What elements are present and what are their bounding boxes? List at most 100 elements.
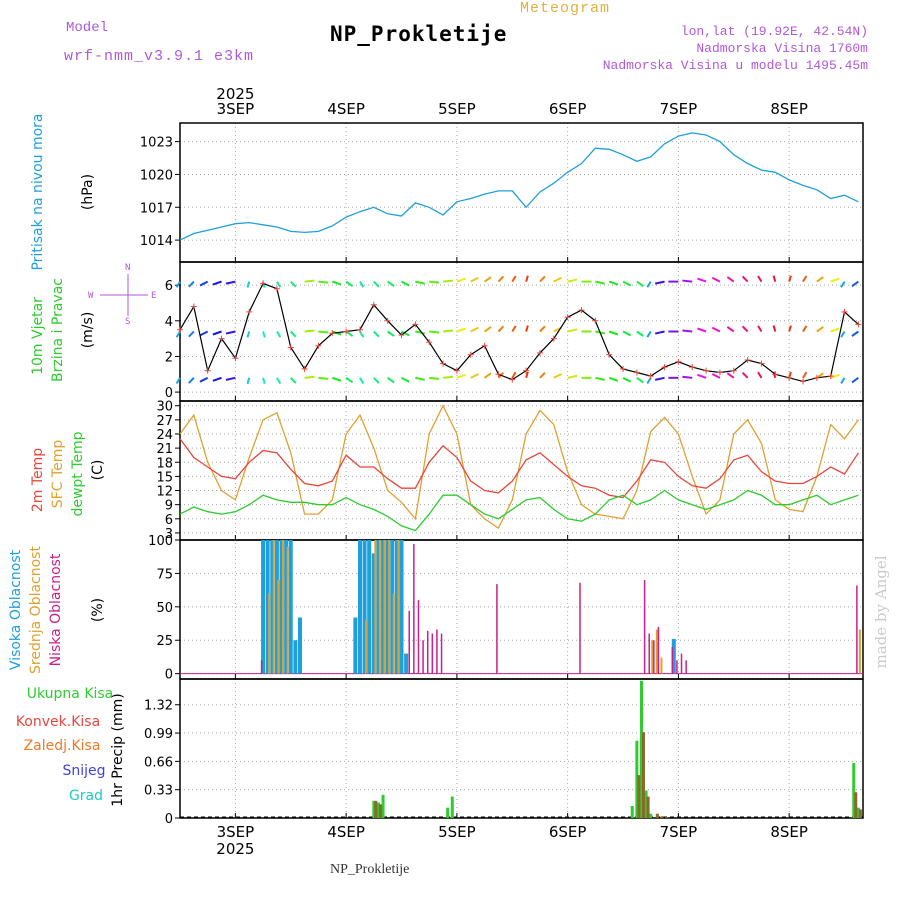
y-tick-label: 1020 <box>140 168 173 183</box>
wind-barb <box>415 330 425 335</box>
cloud-bar <box>436 629 438 674</box>
wind-barb <box>636 377 644 384</box>
wind-barb <box>345 330 354 337</box>
cloud-bar <box>648 633 650 674</box>
wind-barb <box>429 330 440 334</box>
wind-barb <box>697 277 707 283</box>
cloud-bar <box>680 653 683 674</box>
wind-barb <box>188 280 195 288</box>
wind-barb <box>199 280 209 287</box>
cloud-bar <box>367 540 372 674</box>
top-day-label: 3SEP <box>217 100 255 118</box>
y-tick-label: 0.99 <box>144 727 173 742</box>
wind-unit-label: (m/s) <box>80 312 96 349</box>
wind-barb <box>788 275 792 282</box>
cloud-bar <box>279 540 284 674</box>
y-tick-label: 1017 <box>140 201 173 216</box>
wind-barb <box>401 376 410 383</box>
wind-barb <box>772 325 777 332</box>
wind-barb <box>726 326 735 333</box>
bottom-day-label: 7SEP <box>660 823 698 841</box>
wind-barb <box>851 280 859 288</box>
y-tick-label: 24 <box>156 428 173 443</box>
precip-bar <box>644 790 648 818</box>
cloud-bar <box>657 626 660 674</box>
wind-barb <box>816 276 824 283</box>
precip-bar <box>665 817 669 818</box>
y-tick-label: 27 <box>156 414 173 429</box>
wind-barb <box>539 275 546 283</box>
wind-barb <box>553 276 562 283</box>
cloud-bar <box>422 640 424 674</box>
wind-barb <box>636 280 644 288</box>
wind-barb <box>175 330 181 338</box>
y-tick-label: 1023 <box>140 136 173 151</box>
wind-barb <box>359 377 365 384</box>
high-cloud-axis-label: Visoka Oblacnost <box>8 549 24 670</box>
wind-barb <box>373 377 380 384</box>
wind-barb <box>646 377 652 384</box>
wind-axis-label: 10m Vjetar <box>30 297 46 375</box>
wind-barb <box>697 373 707 379</box>
cloud-bar <box>293 640 298 674</box>
cloud-unit-label: (%) <box>90 598 106 622</box>
precip-bar <box>649 813 653 818</box>
wind-barb <box>304 279 315 283</box>
cloud-bar <box>392 593 395 674</box>
cloud-bar <box>282 540 285 674</box>
wind-barb <box>840 281 846 288</box>
wind-barb <box>830 373 840 379</box>
wind-barb <box>622 330 632 337</box>
wind-barb <box>429 376 440 380</box>
wind-barb <box>442 375 454 379</box>
wind-barb <box>199 330 209 337</box>
cloud-bar <box>260 660 263 674</box>
wind-barb <box>511 371 517 379</box>
y-tick-label: 12 <box>156 485 173 500</box>
wind-barb <box>567 278 578 283</box>
precip-bar <box>660 816 664 818</box>
wind-barb <box>622 376 632 383</box>
wind-barb <box>373 280 380 288</box>
precip-bar <box>372 800 376 818</box>
wind-barb <box>539 371 546 379</box>
wind-barb <box>646 281 652 288</box>
wind-barb <box>262 331 266 338</box>
wind-barb <box>636 330 644 337</box>
wind-barb <box>415 280 425 285</box>
temp2m-axis-label: 2m Temp <box>30 448 46 512</box>
wind-barb <box>595 376 605 381</box>
y-tick-label: 21 <box>156 442 173 457</box>
wind-barb <box>726 276 735 283</box>
cloud-bar <box>297 617 302 674</box>
wind-barb <box>802 275 808 283</box>
wind-barb <box>318 376 329 380</box>
cloud-bar <box>856 585 858 674</box>
cloud-bar <box>671 638 676 674</box>
wind-barb <box>511 275 517 283</box>
cloud-bar <box>496 584 498 674</box>
cloud-bar <box>261 540 266 674</box>
wind-barb <box>304 375 315 379</box>
y-tick-label: 18 <box>156 456 173 471</box>
y-tick-label: 0 <box>165 668 173 683</box>
pressure-unit-label: (hPa) <box>80 174 96 210</box>
precip-legend-label: Zaledj.Kisa <box>24 738 101 754</box>
cloud-bar <box>579 582 581 674</box>
wind-barb <box>442 329 454 333</box>
cloud-bar <box>383 540 386 674</box>
precip-bar <box>381 794 385 818</box>
panel-frame-pressure <box>179 122 864 263</box>
wind-barb <box>276 330 282 338</box>
wind-barb <box>654 330 665 335</box>
wind-barb <box>290 330 297 338</box>
model-label: Model <box>66 20 109 36</box>
wind-barb <box>456 373 466 379</box>
wind-barb <box>525 275 529 282</box>
cloud-bar <box>431 633 434 674</box>
y-tick-label: 9 <box>165 499 173 514</box>
top-day-label: 7SEP <box>660 100 698 118</box>
y-tick-label: 100 <box>148 534 173 549</box>
low-cloud-axis-label: Niska Oblacnost <box>48 553 64 666</box>
y-tick-label: 6 <box>165 279 173 294</box>
